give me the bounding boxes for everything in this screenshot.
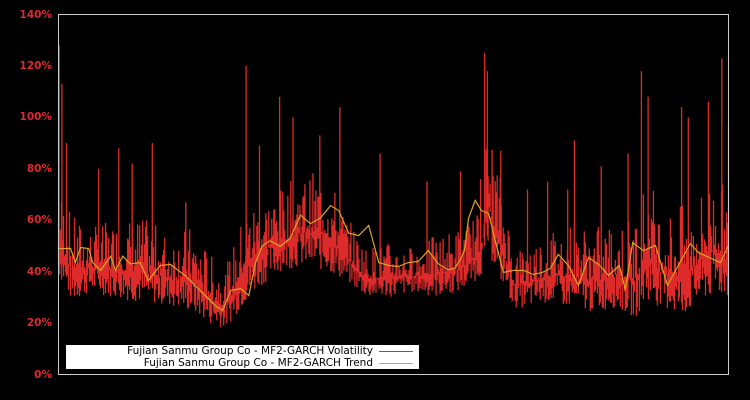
y-tick-label: 120% bbox=[19, 59, 52, 72]
y-tick-label: 140% bbox=[19, 8, 52, 21]
y-tick-label: 40% bbox=[26, 265, 52, 278]
legend-label-trend: Fujian Sanmu Group Co - MF2-GARCH Trend bbox=[143, 357, 373, 369]
legend-swatch-trend bbox=[379, 363, 413, 364]
plot-frame bbox=[58, 14, 729, 375]
y-tick-label: 0% bbox=[34, 368, 52, 381]
y-tick-label: 100% bbox=[19, 111, 52, 124]
trend-series-line bbox=[58, 199, 730, 312]
legend-label-volatility: Fujian Sanmu Group Co - MF2-GARCH Volati… bbox=[127, 345, 373, 357]
y-tick-label: 20% bbox=[26, 317, 52, 330]
legend-swatch-volatility bbox=[379, 351, 413, 352]
legend-item-volatility: Fujian Sanmu Group Co - MF2-GARCH Volati… bbox=[127, 345, 373, 357]
legend: Fujian Sanmu Group Co - MF2-GARCH Volati… bbox=[66, 345, 419, 369]
y-tick-label: 80% bbox=[26, 162, 52, 175]
legend-item-trend: Fujian Sanmu Group Co - MF2-GARCH Trend bbox=[144, 357, 373, 369]
y-tick-label: 60% bbox=[26, 214, 52, 227]
